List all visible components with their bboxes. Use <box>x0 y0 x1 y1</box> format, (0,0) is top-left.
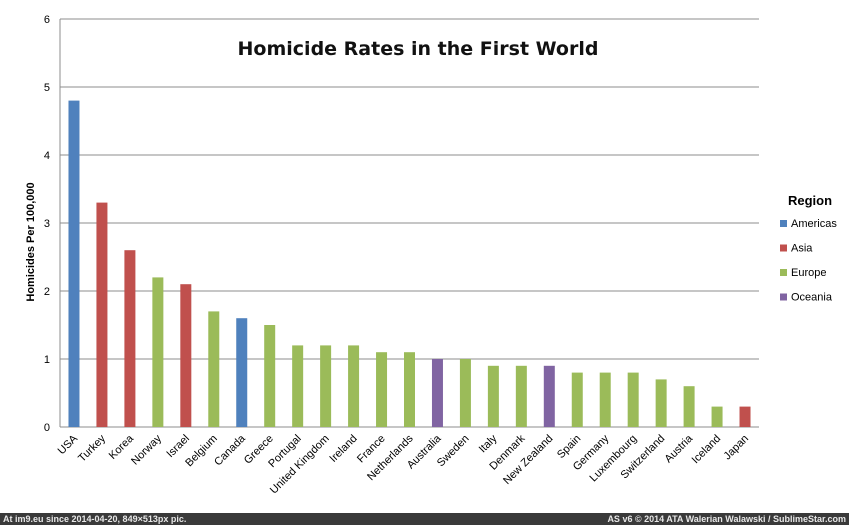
legend-swatch <box>780 269 787 276</box>
bar-united-kingdom <box>320 345 332 427</box>
gridlines <box>59 18 759 428</box>
bar-norway <box>152 277 164 427</box>
y-tick-label: 6 <box>44 14 50 26</box>
y-axis-label: Homicides Per 100,000 <box>25 182 37 301</box>
bar-iceland <box>711 406 723 427</box>
bars <box>68 100 751 427</box>
bar-switzerland <box>655 379 667 427</box>
bar-germany <box>599 372 611 427</box>
legend-swatch <box>780 244 787 252</box>
bar-israel <box>180 284 192 427</box>
bar-japan <box>739 406 751 427</box>
chart-area: 0 1 2 3 4 5 6 USA Turkey Korea Norway Israel Belgiu… <box>25 14 838 497</box>
legend-swatch <box>780 293 787 301</box>
bar-greece <box>264 325 276 427</box>
y-tick-label: 5 <box>44 82 50 94</box>
chart-title: Homicide Rates in the First World <box>238 38 599 60</box>
bar-new-zealand <box>543 365 555 427</box>
footer-credit: AS v6 © 2014 ATA Walerian Walawski / Sub… <box>607 514 846 524</box>
legend: Region Americas Asia Europe Oceania <box>780 193 837 304</box>
legend-title: Region <box>788 193 832 208</box>
bar-netherlands <box>404 352 415 427</box>
x-tick-label: Canada <box>212 432 248 468</box>
legend-entry-label: Oceania <box>791 292 833 304</box>
y-tick-labels: 0 1 2 3 4 5 6 <box>44 14 50 434</box>
bar-belgium <box>208 311 220 427</box>
y-tick-label: 3 <box>44 218 50 230</box>
bar-sweden <box>459 359 471 427</box>
bar-usa <box>68 100 80 427</box>
y-tick-label: 4 <box>44 150 50 162</box>
legend-entry-label: Europe <box>791 267 826 279</box>
bar-luxembourg <box>627 372 639 427</box>
bar-france <box>376 352 388 427</box>
bar-ireland <box>348 345 360 427</box>
bar-portugal <box>292 345 304 427</box>
bar-canada <box>236 318 248 427</box>
bar-spain <box>571 372 583 427</box>
bar-turkey <box>96 202 108 427</box>
footer-bar: At im9.eu since 2014-04-20, 849×513px pi… <box>0 513 849 525</box>
legend-entry-label: Asia <box>791 243 813 255</box>
bar-korea <box>124 250 136 427</box>
x-tick-label: Japan <box>721 433 751 463</box>
x-tick-label: USA <box>56 432 81 457</box>
bar-denmark <box>515 365 527 427</box>
legend-entry-label: Americas <box>791 218 837 230</box>
x-tick-label: Norway <box>129 432 164 467</box>
legend-swatch <box>780 220 787 227</box>
x-tick-label: Ireland <box>327 433 359 465</box>
footer-site-info: At im9.eu since 2014-04-20, 849×513px pi… <box>3 514 187 524</box>
bar-australia <box>431 359 443 427</box>
x-tick-label: Turkey <box>76 432 108 464</box>
bar-italy <box>487 365 499 427</box>
y-tick-label: 0 <box>44 422 50 434</box>
x-tick-label: Italy <box>477 432 500 455</box>
y-tick-label: 1 <box>44 354 50 366</box>
y-tick-label: 2 <box>44 286 50 298</box>
bar-austria <box>683 386 695 427</box>
x-tick-label: Iceland <box>690 433 724 467</box>
x-tick-label: New Zealand <box>501 433 555 487</box>
